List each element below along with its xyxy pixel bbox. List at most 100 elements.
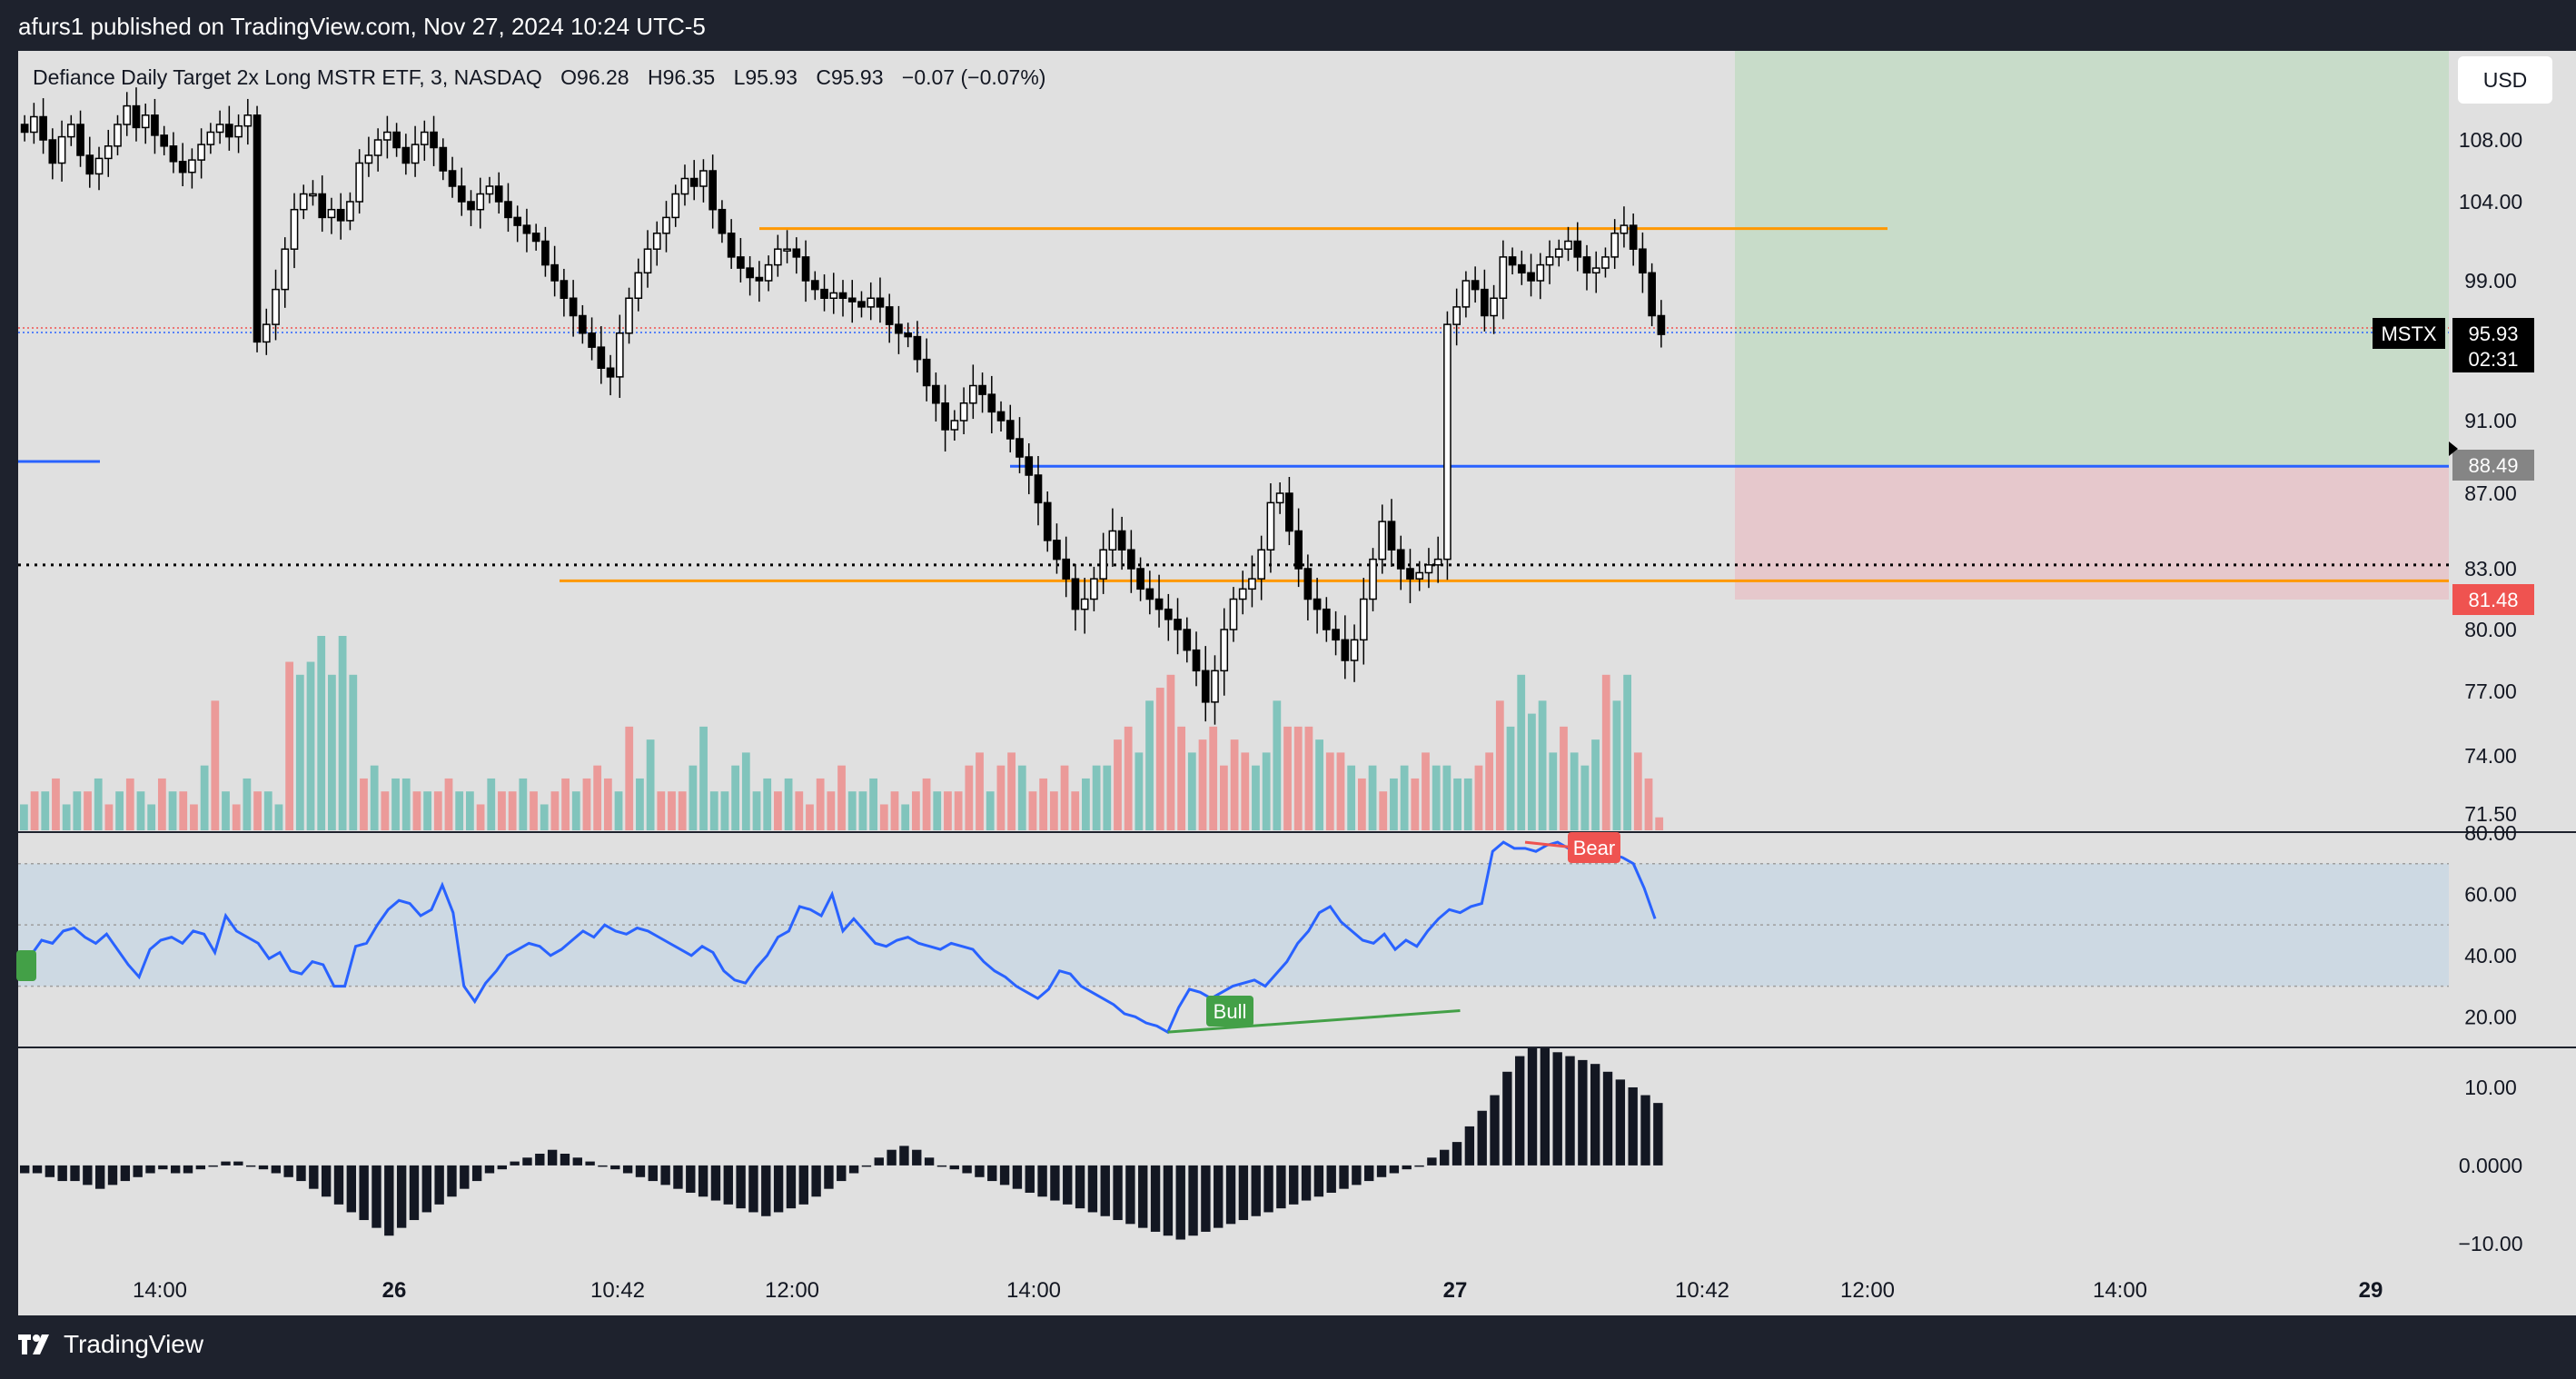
volume-bar: [455, 791, 464, 830]
osc-bar: [421, 1165, 431, 1213]
osc-bar: [1113, 1165, 1123, 1221]
candle-body: [1117, 530, 1126, 551]
osc-bar: [912, 1149, 922, 1166]
bull-divergence-line: [1167, 1009, 1461, 1034]
volume-bar: [1304, 726, 1313, 830]
volume-bar: [795, 791, 804, 830]
candle: [606, 354, 615, 396]
volume-bar: [498, 791, 506, 830]
candle: [1341, 615, 1350, 680]
volume-bar: [84, 791, 92, 830]
osc-bar: [1201, 1165, 1211, 1232]
volume-bar: [465, 791, 474, 830]
candle-body: [1090, 578, 1098, 600]
osc-bar: [1276, 1165, 1286, 1209]
volume-bar: [1134, 752, 1144, 830]
entry-price-box: [2452, 450, 2534, 481]
osc-bar: [1615, 1079, 1626, 1166]
volume-bar: [370, 765, 379, 830]
rsi-tick: 60.00: [2464, 882, 2517, 906]
candle: [1323, 597, 1331, 642]
candle-body: [810, 280, 819, 291]
candle: [1387, 499, 1396, 567]
price-tick: 104.00: [2459, 190, 2522, 213]
osc-bar: [1225, 1165, 1236, 1225]
candle-body: [569, 297, 578, 317]
osc-bar: [1527, 1048, 1538, 1166]
volume-bar: [115, 791, 124, 830]
osc-bar: [936, 1165, 947, 1167]
candle-body: [1527, 272, 1535, 282]
osc-bar: [170, 1165, 181, 1174]
currency-label: USD: [2483, 68, 2528, 92]
volume-bar: [381, 791, 390, 830]
tradingview-logo-icon: [18, 1334, 49, 1354]
osc-bar: [1087, 1165, 1098, 1213]
candle: [959, 387, 968, 434]
candle-body: [708, 170, 718, 211]
candle: [66, 114, 75, 146]
candle-body: [1266, 501, 1275, 551]
volume-bar: [1325, 752, 1334, 830]
tradingview-logo[interactable]: TradingView: [18, 1330, 203, 1359]
osc-bar: [434, 1165, 444, 1205]
legend-close: 95.93: [831, 65, 884, 89]
candle-body: [522, 224, 531, 234]
candle: [1127, 530, 1135, 593]
tradingview-brand: TradingView: [64, 1330, 204, 1358]
candle-body: [39, 115, 47, 141]
rsi-tick: 40.00: [2464, 944, 2517, 967]
candle-body: [457, 185, 466, 203]
volume-bar: [519, 778, 528, 830]
legend-high-label: H: [648, 65, 663, 89]
candle-body: [225, 124, 233, 138]
candle-body: [1554, 248, 1563, 258]
candle: [1275, 482, 1284, 514]
osc-bar: [107, 1165, 118, 1186]
volume-bar: [625, 726, 634, 830]
volume-bar: [1103, 765, 1112, 830]
candle: [281, 237, 290, 308]
candle: [1554, 239, 1563, 267]
volume-bar: [614, 791, 623, 830]
currency-button[interactable]: USD: [2458, 56, 2552, 104]
candle: [941, 384, 949, 451]
volume-bar: [603, 778, 612, 830]
volume-bar: [550, 791, 560, 830]
candle-body: [774, 248, 782, 266]
volume-bar: [1209, 726, 1218, 830]
osc-bar: [1364, 1165, 1374, 1182]
candle-body: [327, 208, 336, 219]
volume-bar: [391, 778, 400, 830]
osc-bar: [1565, 1056, 1575, 1166]
last-price-label: 95.93: [2468, 322, 2518, 345]
osc-bar: [1037, 1165, 1047, 1197]
candle: [550, 245, 559, 297]
candle: [1183, 617, 1192, 663]
volume-bar: [94, 778, 103, 830]
candle-body: [1145, 588, 1154, 600]
candle: [569, 280, 578, 337]
volume-bar: [147, 804, 156, 830]
volume-bar: [476, 804, 485, 830]
price-scale-background: [2449, 51, 2576, 1315]
candle: [272, 269, 280, 341]
candle-body: [485, 185, 494, 195]
candle-body: [689, 177, 698, 187]
stop-price-box: [2452, 584, 2534, 615]
osc-bar: [510, 1161, 520, 1166]
volume-bar: [869, 778, 877, 830]
bull-label: Bull: [1214, 1000, 1247, 1023]
osc-bar: [1251, 1165, 1261, 1216]
candle-body: [746, 267, 754, 279]
bull-label-edge: [16, 950, 36, 981]
candle: [1443, 311, 1451, 580]
osc-bar: [94, 1165, 105, 1189]
volume-bar: [401, 778, 411, 830]
osc-bar: [158, 1165, 168, 1170]
candle-body: [318, 193, 327, 219]
candle: [188, 148, 196, 189]
candle: [160, 125, 169, 155]
candle: [1545, 240, 1554, 284]
